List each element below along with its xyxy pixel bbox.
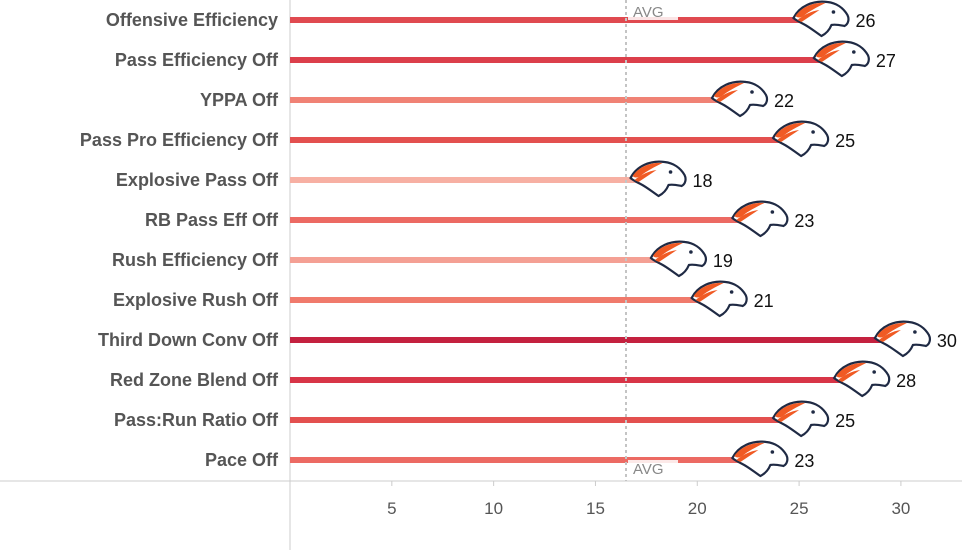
category-label: Rush Efficiency Off [112,250,279,270]
broncos-logo-icon [731,440,789,478]
broncos-logo-icon [833,360,891,398]
bar [290,17,820,23]
x-tick-label: 25 [790,499,809,518]
category-label: Pass Pro Efficiency Off [80,130,279,150]
broncos-logo-icon [649,240,708,278]
bar [290,457,759,463]
category-label: Pace Off [205,450,279,470]
broncos-logo-icon [771,400,830,438]
value-label: 21 [754,291,774,311]
x-tick-label: 15 [586,499,605,518]
value-label: 27 [876,51,896,71]
value-label: 23 [794,211,814,231]
avg-label-bottom: AVG [633,461,664,478]
broncos-logo-icon [873,320,932,358]
avg-label-background [628,3,678,20]
category-label: Offensive Efficiency [106,10,278,30]
broncos-logo-icon [690,280,748,318]
broncos-logo-icon [731,200,789,238]
value-label: 28 [896,371,916,391]
bar [290,377,861,383]
category-label: Pass:Run Ratio Off [114,410,279,430]
category-label: RB Pass Eff Off [145,210,279,230]
bar [290,217,759,223]
category-label: Explosive Pass Off [116,170,279,190]
bar [290,57,840,63]
bar [290,177,657,183]
category-label: Pass Efficiency Off [115,50,279,70]
value-label: 30 [937,331,957,351]
bar [290,297,718,303]
category-label: Third Down Conv Off [98,330,279,350]
broncos-logo-icon [710,80,769,118]
value-label: 25 [835,131,855,151]
broncos-logo-icon [812,40,870,78]
category-label: Red Zone Blend Off [110,370,279,390]
bar [290,417,800,423]
x-tick-label: 20 [688,499,707,518]
category-label: Explosive Rush Off [113,290,279,310]
broncos-logo-icon [629,160,687,198]
bar [290,257,677,263]
bar [290,97,738,103]
x-tick-label: 30 [891,499,910,518]
broncos-logo-icon [771,120,830,158]
value-label: 23 [794,451,814,471]
category-label: YPPA Off [200,90,279,110]
x-tick-label: 10 [484,499,503,518]
value-label: 25 [835,411,855,431]
value-label: 26 [855,11,875,31]
avg-label-background [628,460,678,477]
broncos-logo-icon [792,0,850,38]
bar [290,337,901,343]
x-tick-label: 5 [387,499,396,518]
value-label: 19 [713,251,733,271]
bar [290,137,800,143]
avg-label-top: AVG [633,4,664,21]
value-label: 18 [693,171,713,191]
value-label: 22 [774,91,794,111]
